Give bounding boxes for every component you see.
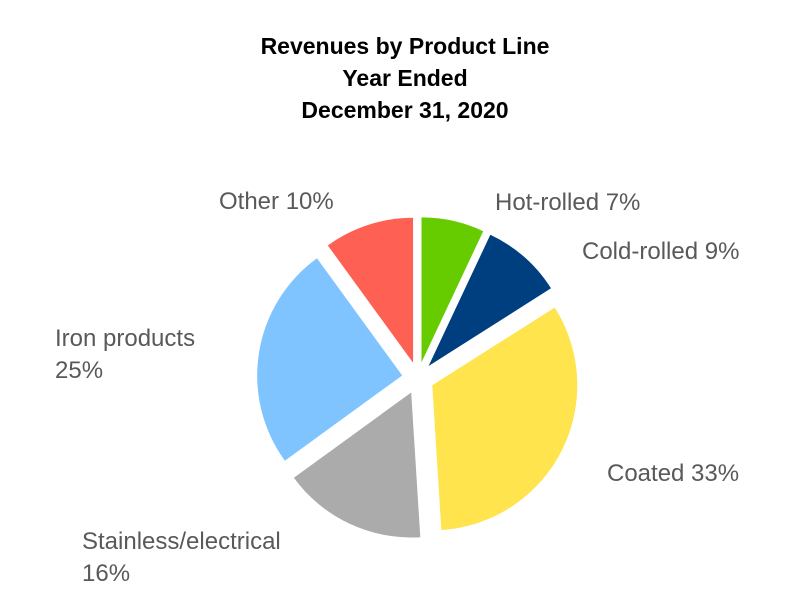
label-other: Other 10% — [219, 188, 334, 215]
pie-labels: Hot-rolled 7% Cold-rolled 9% Coated 33% Sta… — [55, 188, 739, 587]
label-coated: Coated 33% — [607, 460, 739, 487]
slice-stainless-electrical — [293, 392, 421, 538]
slice-other — [327, 217, 414, 363]
label-coated-line: Coated 33% — [607, 460, 739, 487]
label-stainless-electrical: Stainless/electrical 16% — [82, 528, 281, 587]
label-iron-products-line: 25% — [55, 357, 103, 384]
label-stainless-electrical-line: 16% — [82, 560, 130, 587]
label-cold-rolled: Cold-rolled 9% — [582, 238, 739, 265]
slice-iron-products — [257, 258, 403, 461]
label-hot-rolled: Hot-rolled 7% — [495, 189, 640, 216]
label-iron-products: Iron products 25% — [55, 325, 195, 384]
label-iron-products-line: Iron products — [55, 325, 195, 352]
label-other-line: Other 10% — [219, 188, 334, 215]
label-stainless-electrical-line: Stainless/electrical — [82, 528, 281, 555]
slice-cold-rolled — [428, 234, 552, 366]
slice-hot-rolled — [421, 217, 484, 363]
chart-title-line-2: Year Ended — [342, 65, 468, 91]
pie-slices — [257, 217, 578, 538]
chart-title-line-3: December 31, 2020 — [301, 97, 509, 123]
label-hot-rolled-line: Hot-rolled 7% — [495, 189, 640, 216]
slice-coated — [432, 307, 578, 530]
label-cold-rolled-line: Cold-rolled 9% — [582, 238, 739, 265]
chart-title-line-1: Revenues by Product Line — [260, 33, 550, 59]
